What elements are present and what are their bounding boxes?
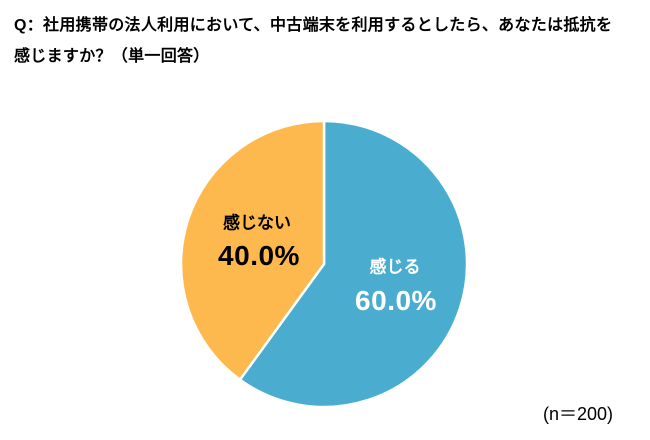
chart-title: Q：社用携帯の法人利用において、中古端末を利用するとしたら、あなたは抵抗を 感じ… [14, 10, 642, 72]
chart-title-line2: 感じますか？（単一回答） [14, 48, 210, 65]
sample-size-label: (n＝200) [542, 404, 614, 424]
slice-pct-kanjinai: 40.0% [218, 240, 300, 271]
slice-pct-kanjiru: 60.0% [355, 285, 437, 316]
slice-label-kanjiru: 感じる [369, 257, 421, 277]
pie-slice-kanjiru [238, 119, 469, 409]
chart-title-line1: Q：社用携帯の法人利用において、中古端末を利用するとしたら、あなたは抵抗を [14, 17, 613, 34]
slice-label-kanjinai: 感じない [223, 213, 291, 233]
pie-slice-kanjinai [179, 119, 326, 381]
